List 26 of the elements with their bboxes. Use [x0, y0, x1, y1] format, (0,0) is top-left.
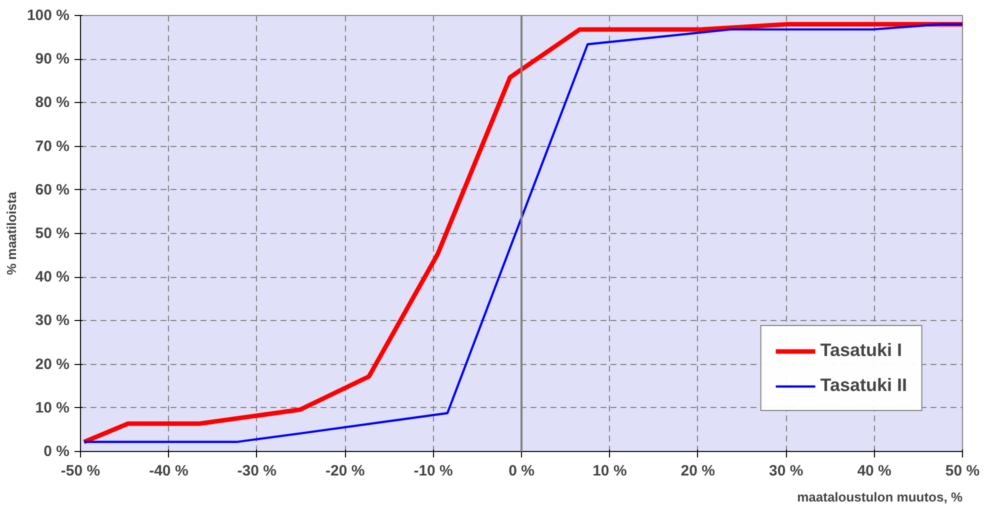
x-tick-label: -20 % [326, 462, 365, 480]
x-tick-label: 0 % [508, 462, 534, 480]
x-axis-title: maataloustulon muutos, % [797, 490, 963, 504]
x-tick-label: 20 % [680, 462, 716, 480]
y-tick-label: 0 % [44, 443, 70, 460]
y-tick-label: 10 % [35, 399, 70, 416]
y-tick-label: 20 % [35, 356, 70, 373]
y-tick-label: 50 % [35, 225, 70, 242]
x-tick-label: 40 % [857, 462, 892, 480]
y-tick-label: 80 % [35, 94, 70, 112]
x-tick-label: -10 % [414, 462, 453, 480]
y-tick-label: 100 % [26, 7, 70, 24]
y-tick-label: 90 % [35, 50, 70, 68]
y-axis-title: % maatiloista [4, 191, 19, 276]
y-tick-label: 70 % [35, 138, 70, 155]
legend-label: Tasatuki I [820, 340, 902, 361]
legend-label: Tasatuki II [820, 375, 907, 396]
x-tick-label: 10 % [592, 462, 627, 480]
x-tick-label: 30 % [769, 462, 804, 480]
x-tick-label: -40 % [149, 462, 188, 480]
y-tick-label: 40 % [35, 268, 70, 286]
y-tick-label: 60 % [35, 181, 70, 198]
y-tick-label: 30 % [35, 312, 70, 330]
x-tick-label: -50 % [60, 462, 100, 480]
x-tick-label: -30 % [237, 462, 276, 480]
x-tick-label: 50 % [945, 462, 980, 480]
